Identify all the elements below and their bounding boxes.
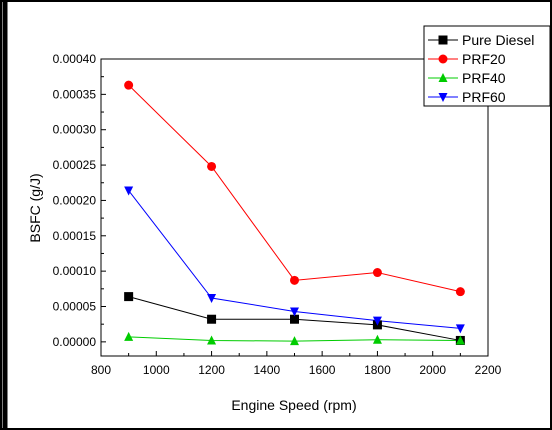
x-tick-label: 2200 [475, 363, 502, 377]
data-point-prf20 [455, 287, 465, 297]
x-tick-label: 800 [91, 363, 111, 377]
x-axis: 800 1000 1200 1400 1600 1800 2000 2200 [91, 351, 502, 377]
data-point-prf20 [290, 275, 299, 285]
y-tick-label: 0.00030 [53, 123, 97, 137]
x-tick-label: 1000 [143, 363, 170, 377]
y-tick-label: 0.00015 [53, 229, 97, 243]
data-point-prf60 [290, 307, 299, 317]
data-point-prf60 [372, 316, 382, 326]
y-tick-label: 0.00020 [53, 193, 97, 207]
x-tick-label: 1600 [309, 363, 336, 377]
data-point-prf20 [372, 268, 382, 278]
x-axis-label: Engine Speed (rpm) [231, 397, 356, 413]
x-tick-label: 1400 [254, 363, 281, 377]
y-tick-label: 0.00005 [53, 300, 97, 314]
legend-label-pure-diesel: Pure Diesel [462, 32, 534, 48]
data-point-prf40 [207, 335, 217, 345]
y-axis: 0.00000 0.00005 0.00010 0.00015 0.00020 0.000… [53, 52, 106, 349]
data-point-prf60 [124, 186, 134, 196]
data-point-prf20 [124, 80, 134, 90]
legend-swatch-marker [438, 35, 448, 45]
data-point-pure-diesel [207, 314, 217, 324]
x-tick-label: 1800 [364, 363, 391, 377]
data-point-prf40 [124, 331, 134, 341]
data-point-prf40 [372, 334, 382, 344]
series-markers [124, 80, 465, 346]
x-tick-label: 2000 [419, 363, 446, 377]
data-point-prf40 [455, 335, 465, 345]
data-point-pure-diesel [124, 292, 134, 302]
legend-label-prf20: PRF20 [462, 51, 506, 67]
data-point-prf40 [290, 336, 299, 346]
legend-swatch-marker [438, 54, 448, 64]
legend: Pure Diesel PRF20 PRF40 PRF60 [423, 25, 551, 107]
y-tick-label: 0.00000 [53, 335, 97, 349]
plot-area: 800 1000 1200 1400 1600 1800 2000 2200 0.000000… [53, 52, 502, 377]
data-point-prf20 [207, 161, 217, 171]
data-point-prf60 [207, 294, 217, 304]
y-tick-label: 0.00025 [53, 158, 97, 172]
data-point-prf60 [455, 324, 465, 334]
y-tick-label: 0.00040 [53, 52, 97, 66]
x-tick-label: 1200 [198, 363, 225, 377]
legend-swatch-marker [438, 73, 448, 82]
data-point-pure-diesel [290, 314, 299, 324]
legend-label-prf60: PRF60 [462, 89, 506, 105]
y-axis-label: BSFC (g/J) [27, 173, 43, 242]
legend-label-prf40: PRF40 [462, 70, 506, 86]
y-tick-label: 0.00010 [53, 264, 97, 278]
legend-swatch-marker [438, 93, 448, 102]
y-tick-label: 0.00035 [53, 87, 97, 101]
